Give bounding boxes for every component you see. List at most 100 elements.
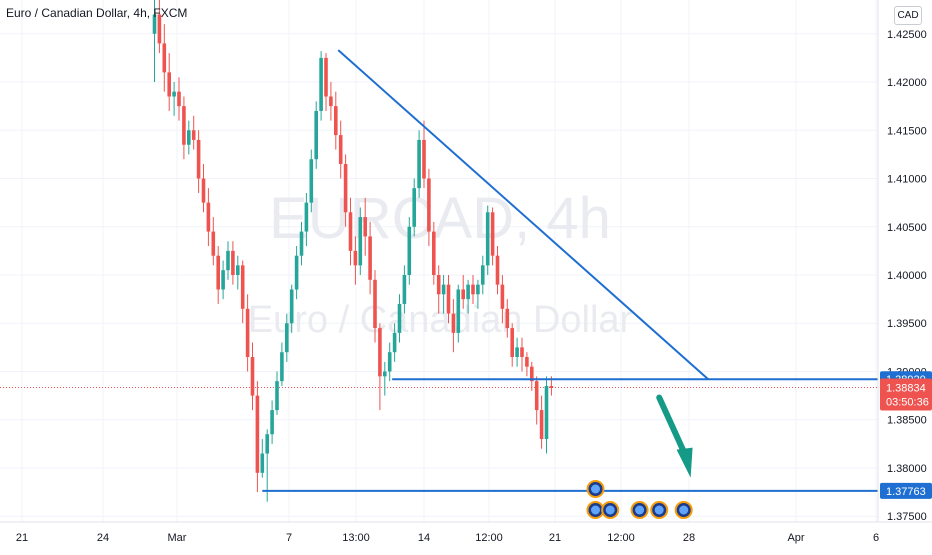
candle-body — [157, 14, 162, 44]
time-tick-label: 13:00 — [342, 532, 370, 544]
symbol-legend-title[interactable]: Euro / Canadian Dollar, 4h, FXCM — [6, 6, 188, 20]
watermark-symbol: EURCAD, 4h — [269, 186, 611, 251]
candle-body — [324, 57, 328, 97]
price-tick-label: 1.41000 — [887, 174, 927, 186]
price-tick-label: 1.42000 — [887, 77, 927, 89]
candle-body — [334, 106, 338, 136]
countdown-label: 03:50:36 — [886, 397, 929, 409]
candle-body — [422, 139, 426, 179]
candle-body — [417, 139, 421, 189]
candle-body — [402, 275, 407, 304]
candle-body — [500, 284, 505, 309]
candle-body — [505, 308, 510, 329]
candle-body — [221, 270, 225, 290]
price-tick-label: 1.40000 — [887, 270, 927, 282]
time-axis-panel — [0, 522, 932, 550]
candle-body — [275, 381, 279, 411]
candle-body — [461, 289, 465, 300]
price-level-label: 1.37763 — [886, 486, 926, 498]
candle-body — [363, 217, 367, 237]
arrow-shaft — [656, 394, 689, 459]
candle-body — [309, 159, 314, 203]
candle-body — [539, 410, 544, 440]
last-price-badge — [880, 378, 932, 411]
candle-body — [343, 164, 348, 213]
candle-body — [245, 308, 250, 358]
candle-body — [378, 328, 382, 377]
candle-body — [255, 395, 260, 473]
price-tick-label: 1.37500 — [887, 511, 927, 523]
candle-body — [270, 410, 274, 435]
candle-body — [211, 231, 216, 256]
candle-body — [172, 91, 176, 97]
candle-body — [162, 43, 167, 73]
candle-body — [240, 265, 245, 309]
time-tick-label: 24 — [97, 532, 109, 544]
candle-body — [427, 178, 431, 232]
price-tick-label: 1.41500 — [887, 125, 927, 137]
candle-body — [167, 72, 171, 97]
currency-badge[interactable]: CAD — [894, 6, 922, 25]
candle-body — [525, 357, 529, 367]
candle-body — [289, 289, 294, 324]
candle-body — [446, 284, 451, 314]
candle-body — [201, 178, 206, 203]
watermark-name: Euro / Canadian Dollar — [248, 299, 633, 341]
time-tick-label: 21 — [16, 532, 28, 544]
time-tick-label: 6 — [873, 532, 879, 544]
candle-body — [515, 347, 519, 358]
trendline-line — [337, 49, 709, 380]
candle-body — [383, 371, 387, 377]
candle-body — [451, 313, 456, 333]
candle-body — [280, 352, 284, 382]
candle-body — [216, 255, 220, 290]
candle-body — [481, 265, 485, 285]
candle-body — [231, 250, 235, 275]
last-price-label: 1.38834 — [886, 383, 926, 395]
candle-body — [196, 139, 201, 179]
candle-body — [304, 202, 309, 232]
candle-body — [549, 385, 554, 388]
candle-body — [299, 231, 304, 256]
candle-body — [432, 231, 436, 275]
time-tick-label: 7 — [286, 532, 292, 544]
candle-body — [358, 217, 363, 266]
candle-body — [353, 250, 358, 266]
candle-body — [187, 130, 191, 145]
candle-body — [250, 357, 255, 396]
candle-body — [530, 366, 534, 382]
candle-body — [392, 332, 397, 353]
candle-body — [495, 255, 500, 285]
candle-body — [236, 265, 240, 275]
candle-body — [471, 284, 475, 295]
candle-body — [412, 188, 416, 227]
candle-body — [314, 110, 318, 160]
price-tick-label: 1.39500 — [887, 318, 927, 330]
arrow-head — [676, 447, 693, 478]
candle-body — [368, 236, 372, 280]
candle-body — [387, 352, 392, 372]
candle-body — [182, 106, 186, 145]
event-icon-inner — [679, 505, 689, 515]
price-tick-label: 1.38000 — [887, 463, 927, 475]
candle-body — [329, 96, 333, 107]
time-tick-label: Apr — [787, 532, 804, 544]
time-tick-label: 28 — [683, 532, 695, 544]
price-tick-label: 1.38500 — [887, 415, 927, 427]
event-icon-inner — [605, 505, 615, 515]
candle-body — [294, 255, 299, 290]
candle-body — [348, 212, 353, 251]
candle-body — [191, 130, 196, 140]
candle-body — [319, 57, 323, 111]
time-tick-label: 14 — [418, 532, 430, 544]
time-tick-label: 12:00 — [475, 532, 503, 544]
candle-body — [407, 226, 412, 275]
candle-body — [226, 250, 230, 271]
candle-body — [338, 135, 343, 165]
price-level-badge — [880, 482, 932, 499]
candle-body — [436, 275, 441, 295]
candle-body — [265, 434, 269, 454]
candle-body — [510, 328, 514, 358]
